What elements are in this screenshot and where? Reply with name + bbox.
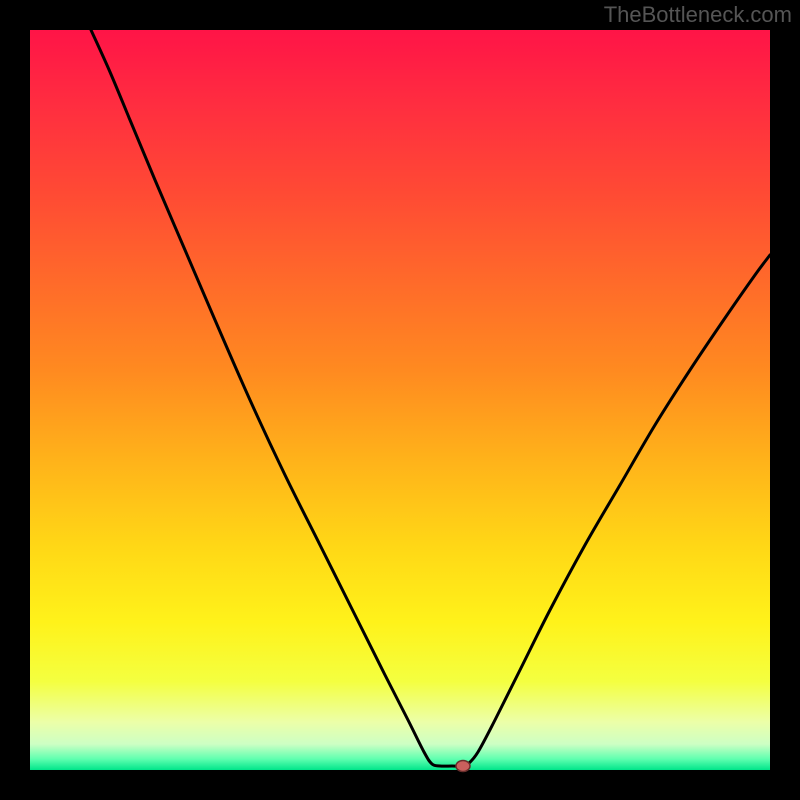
bottleneck-chart: [0, 0, 800, 800]
plot-area: [30, 30, 770, 770]
chart-root: TheBottleneck.com: [0, 0, 800, 800]
optimal-point-marker: [456, 761, 470, 772]
watermark-label: TheBottleneck.com: [604, 2, 792, 28]
